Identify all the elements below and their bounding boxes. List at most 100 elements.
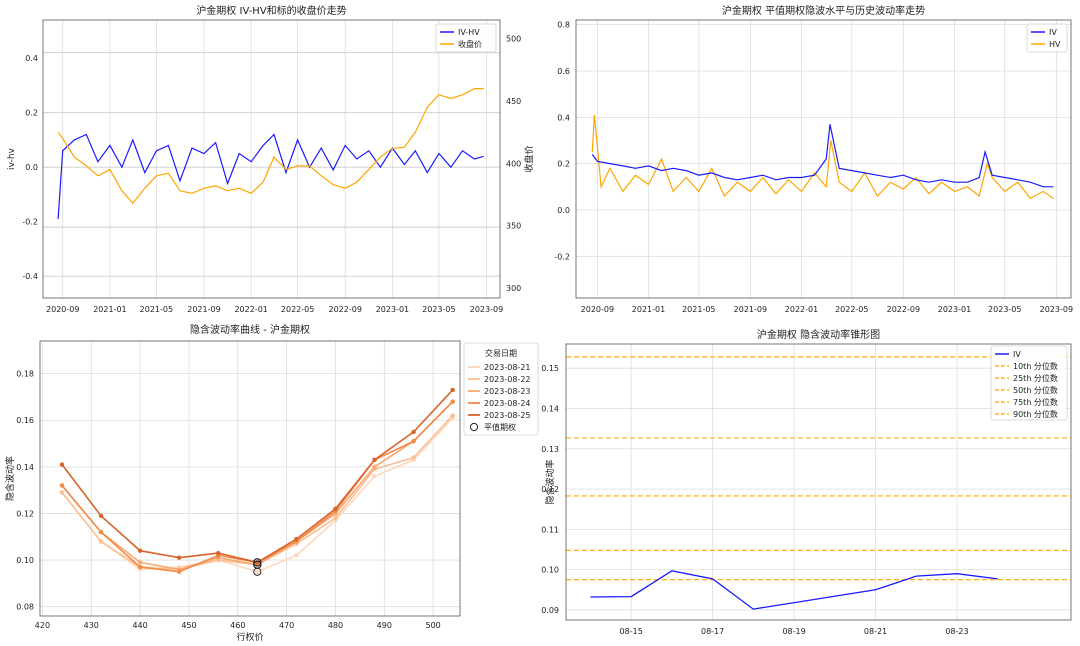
- chart3-point: [98, 539, 104, 544]
- chart3-xtick-label: 500: [425, 621, 440, 630]
- chart3-legend-title: 交易日期: [485, 348, 517, 358]
- chart4-ytick-label: 0.09: [541, 606, 559, 615]
- chart1-yright-tick-label: 300: [506, 284, 521, 293]
- chart4-ytick-label: 0.13: [541, 445, 559, 454]
- chart1-xtick-label: 2023-09: [470, 305, 503, 314]
- chart3-xtick-label: 440: [132, 621, 147, 630]
- chart2-ytick-label: 0.6: [557, 67, 570, 76]
- chart3-xlabel: 行权价: [236, 631, 263, 643]
- chart3-xtick-label: 490: [377, 621, 392, 630]
- chart3-point: [333, 515, 338, 521]
- chart2-ytick-label: -0.2: [554, 252, 570, 261]
- chart4-legend-label: 25th 分位数: [1013, 373, 1058, 383]
- chart3-xtick-label: 430: [84, 621, 99, 630]
- chart1-series-line: [57, 133, 484, 220]
- chart1-title: 沪金期权 IV-HV和标的收盘价走势: [196, 4, 346, 17]
- chart1-xtick-label: 2020-09: [46, 305, 79, 314]
- chart3-ytick-label: 0.10: [16, 556, 34, 565]
- chart2-xtick-label: 2022-09: [887, 305, 920, 314]
- chart3-frame: [39, 340, 461, 617]
- chart1-xtick-label: 2022-05: [281, 305, 314, 314]
- chart2-xtick-label: 2023-01: [938, 305, 971, 314]
- chart2-xtick-label: 2021-05: [682, 305, 715, 314]
- chart4-xtick-label: 08-17: [701, 627, 724, 636]
- chart4-xtick-label: 08-19: [782, 627, 805, 636]
- chart3-point: [137, 564, 143, 570]
- chart3-point: [333, 506, 338, 511]
- chart2-xtick-label: 2023-05: [988, 305, 1021, 314]
- chart3-xtick-label: 450: [181, 621, 196, 630]
- chart2-xtick-label: 2022-05: [835, 305, 868, 314]
- chart2-ytick-label: 0.4: [557, 113, 570, 122]
- chart3-point: [255, 569, 260, 574]
- chart4-iv-line: [590, 570, 998, 610]
- chart3-point: [411, 439, 416, 444]
- chart4-legend-box: [990, 345, 1068, 421]
- chart4-title: 沪金期权 隐含波动率锥形图: [757, 328, 880, 341]
- chart1-yleft-tick-label: 0.0: [25, 163, 38, 172]
- chart4-legend-label: 75th 分位数: [1013, 397, 1058, 407]
- chart1-xtick-label: 2022-01: [234, 305, 267, 314]
- chart3-point: [411, 455, 416, 460]
- chart3-xtick-label: 470: [279, 621, 294, 630]
- chart4-xtick-label: 08-23: [945, 627, 968, 636]
- chart2-ytick-label: 0.8: [557, 21, 570, 30]
- chart4-frame: [565, 343, 1072, 621]
- chart2-xtick-label: 2022-01: [785, 305, 818, 314]
- chart2-series-line: [591, 114, 1054, 200]
- chart1-yleft-tick-label: -0.4: [22, 272, 38, 281]
- chart3-legend-label: 2023-08-22: [484, 375, 531, 384]
- chart3-atm-marker: [253, 560, 262, 569]
- chart4-ytick-label: 0.14: [541, 404, 559, 413]
- chart2-xtick-label: 2021-09: [734, 305, 767, 314]
- chart1-xtick-label: 2021-01: [93, 305, 126, 314]
- chart1-legend-label: 收盘价: [458, 39, 482, 49]
- chart1-xtick-label: 2023-05: [422, 305, 455, 314]
- chart1-yright-tick-label: 350: [506, 222, 521, 231]
- chart3-point: [176, 555, 182, 560]
- chart3-atm-marker: [253, 558, 262, 567]
- chart3-point: [294, 553, 299, 558]
- chart1-xtick-label: 2023-01: [376, 305, 409, 314]
- chart3-xtick-label: 480: [328, 621, 343, 630]
- chart2-xtick-label: 2021-01: [632, 305, 665, 314]
- chart4-ylabel: 隐含波动率: [544, 459, 556, 504]
- chart3-ytick-label: 0.16: [16, 416, 34, 425]
- chart1-yright-tick-label: 450: [506, 97, 521, 106]
- chart4-ytick-label: 0.11: [541, 525, 559, 534]
- chart3-ytick-label: 0.12: [16, 509, 34, 518]
- chart3-legend-label: 2023-08-25: [484, 411, 531, 420]
- chart3-legend-label: 2023-08-23: [484, 387, 531, 396]
- chart4-legend-label: 10th 分位数: [1013, 361, 1058, 371]
- chart2-series-line: [591, 124, 1054, 188]
- chart2-legend-box: [1026, 23, 1068, 53]
- chart3-point: [137, 548, 143, 553]
- chart1-legend-label: IV-HV: [458, 28, 480, 37]
- chart3-point: [450, 387, 455, 393]
- chart3-ytick-label: 0.18: [16, 370, 34, 379]
- chart2-xtick-label: 2020-09: [581, 305, 614, 314]
- chart4-ytick-label: 0.10: [541, 566, 559, 575]
- chart1-legend-box: [435, 23, 497, 53]
- chart3-point: [411, 429, 416, 435]
- chart4-legend-label: IV: [1013, 350, 1021, 359]
- chart4-legend-label: 90th 分位数: [1013, 409, 1058, 419]
- chart1-yleft-tick-label: 0.4: [25, 54, 38, 63]
- chart3-point: [216, 550, 221, 556]
- chart3-point: [450, 413, 455, 418]
- chart3-xtick-label: 460: [230, 621, 245, 630]
- chart3-ytick-label: 0.14: [16, 463, 34, 472]
- chart3-point: [372, 473, 377, 479]
- chart2-legend-label: IV: [1049, 28, 1057, 37]
- chart3-point: [450, 399, 455, 404]
- chart3-ylabel: 隐含波动率: [4, 456, 16, 501]
- chart3-legend-label: 2023-08-24: [484, 399, 531, 408]
- chart4-legend-label: 50th 分位数: [1013, 385, 1058, 395]
- chart4-ytick-label: 0.12: [541, 485, 559, 494]
- chart1-frame: [42, 19, 501, 299]
- chart2-legend-label: HV: [1049, 40, 1061, 49]
- chart1-ylabel-left: iv-hv: [7, 147, 17, 170]
- chart3-legend-box: [463, 342, 539, 436]
- chart3-point: [59, 490, 65, 495]
